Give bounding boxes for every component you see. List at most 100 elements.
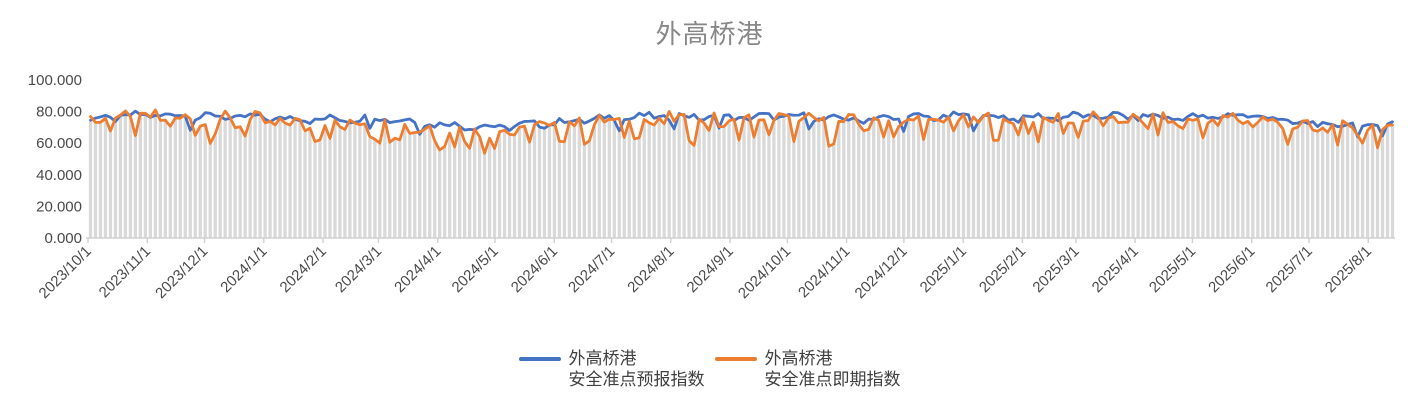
drop-line-bar (1031, 123, 1035, 238)
drop-line-bar (93, 123, 98, 238)
drop-line-bar (572, 127, 577, 238)
chart-title: 外高桥港 (655, 19, 764, 49)
drop-line-bar (273, 126, 277, 238)
x-axis-tick-label: 2023/10/1 (36, 243, 95, 302)
drop-line-bar (173, 119, 177, 238)
drop-line-bar (163, 121, 167, 238)
drop-line-bar (612, 121, 616, 238)
drop-line-bar (228, 119, 232, 238)
x-axis-tick-label: 2023/12/1 (152, 243, 211, 302)
drop-line-bar (1345, 125, 1350, 238)
drop-line-bar (1216, 126, 1220, 238)
drop-line-bar (926, 120, 931, 238)
drop-line-bar (1196, 120, 1200, 238)
drop-line-bar (752, 138, 756, 238)
drop-line-bar (662, 125, 666, 238)
drop-line-bar (133, 137, 138, 238)
drop-line-bar (1246, 122, 1250, 238)
drop-line-bar (467, 149, 472, 238)
drop-line-bar (118, 116, 123, 238)
drop-line-bar (1291, 130, 1295, 238)
drop-line-bar (1201, 139, 1205, 238)
x-axis-tick-label: 2023/11/1 (96, 243, 154, 301)
drop-line-bar (1276, 123, 1280, 238)
drop-line-bar (358, 126, 362, 238)
drop-line-bar (1326, 133, 1330, 238)
drop-line-bar (1006, 123, 1011, 238)
drop-line-bar (1390, 126, 1395, 238)
legend-item-spot-index: 外高桥港 安全准点即期指数 (714, 348, 901, 390)
drop-line-bar (108, 132, 113, 238)
drop-line-bar (158, 121, 162, 238)
drop-line-bar (712, 116, 716, 238)
drop-line-bar (552, 126, 557, 238)
x-axis-tick-label: 2024/12/1 (852, 243, 911, 302)
drop-line-bar (896, 127, 901, 238)
drop-line-bar (707, 131, 711, 238)
drop-line-bar (318, 141, 322, 238)
drop-line-bar (1251, 128, 1255, 238)
drop-line-bar (1186, 120, 1190, 238)
drop-line-bar (1106, 119, 1110, 238)
drop-line-bar (677, 116, 681, 238)
drop-line-bar (123, 115, 128, 238)
drop-line-bar (862, 132, 866, 238)
drop-line-bar (827, 147, 831, 238)
drop-line-bar (747, 121, 751, 238)
drop-line-bar (1296, 128, 1300, 238)
drop-line-bar (887, 121, 891, 238)
drop-line-bar (313, 142, 317, 238)
drop-line-bar (403, 125, 407, 238)
drop-line-bar (88, 121, 93, 238)
drop-line-bar (293, 120, 297, 238)
drop-line-bar (567, 123, 572, 238)
drop-line-bar (98, 123, 103, 238)
x-axis-tick-label: 2024/7/1 (565, 243, 618, 296)
drop-line-bar (732, 121, 736, 238)
drop-line-bar (438, 151, 442, 238)
drop-line-bar (647, 124, 651, 238)
drop-line-bar (298, 122, 302, 238)
drop-line-bar (1136, 121, 1140, 238)
drop-line-bar (931, 121, 936, 238)
x-axis-tick-label: 2025/7/1 (1263, 243, 1316, 296)
y-axis-tick-label: 20.000 (36, 198, 82, 215)
drop-line-bar (1266, 121, 1270, 238)
x-axis-tick-label: 2024/9/1 (684, 243, 737, 296)
drop-line-bar (223, 120, 227, 238)
drop-line-bar (667, 121, 671, 238)
drop-line-bar (1261, 118, 1265, 238)
drop-line-bar (383, 121, 387, 238)
drop-line-bar (697, 121, 701, 238)
drop-line-bar (742, 118, 746, 238)
drop-line-bar (492, 149, 497, 238)
drop-line-bar (243, 137, 247, 238)
drop-line-bar (253, 116, 257, 238)
drop-line-bar (373, 140, 377, 238)
drop-line-bar (1056, 122, 1060, 238)
x-axis-tick-label: 2025/8/1 (1322, 243, 1375, 296)
drop-line-bar (1385, 126, 1390, 238)
drop-line-bar (453, 148, 457, 238)
drop-line-bar (113, 122, 118, 238)
drop-line-bar (143, 115, 148, 238)
drop-line-bar (882, 138, 886, 238)
chart-legend: 外高桥港 安全准点预报指数 外高桥港 安全准点即期指数 (0, 348, 1419, 390)
drop-line-bar (592, 126, 596, 238)
drop-line-bar (717, 129, 721, 238)
drop-line-bar (1236, 121, 1240, 238)
drop-line-bar (597, 116, 601, 238)
drop-line-bar (443, 147, 447, 238)
legend-label-line2: 安全准点预报指数 (568, 370, 705, 389)
drop-line-bar (333, 121, 337, 238)
drop-line-bar (777, 118, 781, 238)
x-axis-tick-label: 2025/2/1 (976, 243, 1029, 296)
drop-line-bar (378, 144, 382, 238)
drop-line-bar (892, 138, 896, 238)
drop-line-bar (877, 121, 881, 238)
drop-line-bar (1046, 121, 1050, 238)
drop-line-bar (103, 119, 108, 238)
drop-line-bar (1311, 131, 1315, 238)
drop-line-bar (872, 120, 876, 238)
